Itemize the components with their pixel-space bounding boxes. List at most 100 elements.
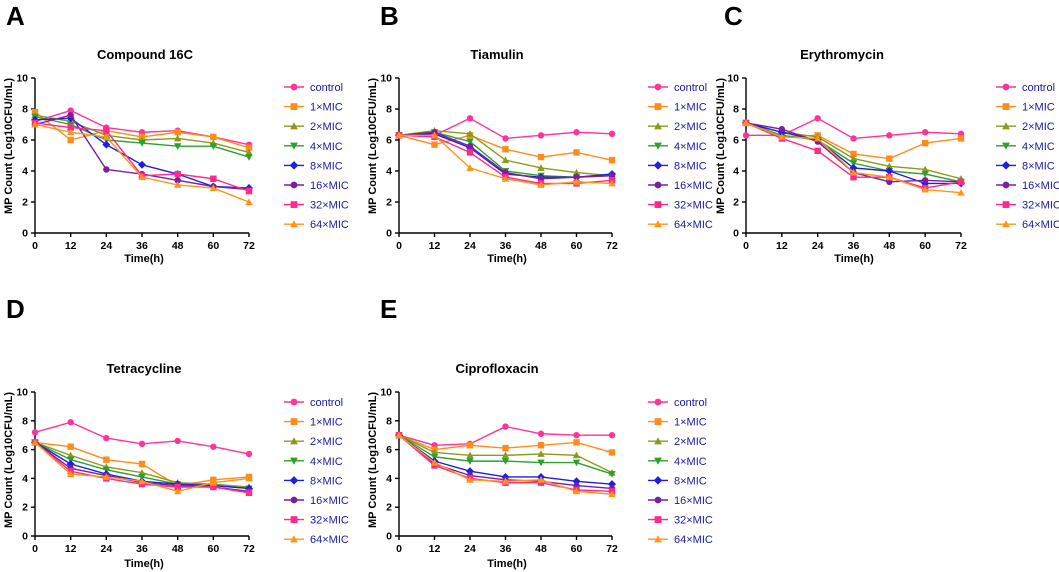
legend-label-d: 16×MIC — [310, 495, 349, 507]
data-point-a-7 — [173, 181, 182, 188]
legend-label-b: 1×MIC — [674, 102, 707, 114]
data-point-c-5 — [778, 125, 786, 133]
y-tick-label-b: 0 — [386, 228, 392, 240]
data-point-d-7 — [173, 487, 182, 495]
data-point-c-0 — [814, 115, 821, 122]
data-point-a-0 — [67, 107, 74, 114]
y-tick-label-a: 10 — [16, 73, 28, 85]
y-tick-label-e: 8 — [386, 415, 392, 427]
y-tick-label-a: 2 — [22, 197, 28, 209]
data-point-b-2 — [572, 168, 581, 176]
legend-marker-a — [290, 142, 298, 150]
data-point-b-7 — [572, 178, 581, 185]
x-axis-title-a: Time(h) — [124, 253, 164, 265]
data-point-b-7 — [395, 131, 403, 139]
legend-label-b: 32×MIC — [674, 200, 713, 212]
legend-marker-c — [1002, 83, 1010, 91]
legend-label-a: control — [310, 82, 343, 94]
y-axis-title-a: MP Count (Log10CFU/mL) — [3, 78, 15, 214]
y-tick-label-e: 4 — [386, 473, 392, 485]
data-point-a-7 — [209, 184, 218, 191]
x-tick-label-e: 0 — [396, 543, 402, 555]
chart-title-b: Tiamulin — [470, 47, 523, 62]
y-tick-label-d: 8 — [22, 415, 28, 427]
data-point-d-7 — [209, 479, 218, 486]
data-point-c-0 — [742, 132, 750, 139]
legend-label-e: control — [674, 397, 707, 409]
data-point-a-6 — [245, 187, 253, 195]
x-tick-label-c: 24 — [812, 240, 824, 252]
data-point-e-1 — [573, 439, 580, 446]
panel-b: B Tiamulin MP Count (Log10CFU/mL) Time(h… — [367, 1, 713, 265]
data-point-b-2 — [501, 156, 510, 164]
x-tick-label-a: 24 — [100, 240, 112, 252]
legend-label-d: 4×MIC — [310, 456, 343, 468]
legend-label-d: 1×MIC — [310, 417, 343, 429]
data-point-c-3 — [849, 160, 858, 167]
data-point-a-7 — [31, 120, 39, 128]
data-point-d-0 — [245, 450, 253, 458]
data-point-c-1 — [886, 155, 893, 162]
data-point-e-3 — [537, 459, 545, 467]
data-point-e-1 — [608, 449, 616, 456]
panel-c: C Erythromycin MP Count (Log10CFU/mL) Ti… — [715, 1, 1059, 265]
x-tick-label-c: 60 — [919, 240, 931, 252]
data-point-a-1 — [174, 129, 181, 136]
data-point-a-1 — [245, 144, 253, 151]
data-point-c-0 — [921, 129, 929, 136]
legend-marker-a — [290, 181, 298, 189]
y-tick-label-b: 8 — [386, 104, 392, 116]
x-tick-label-c: 48 — [883, 240, 895, 252]
legend-marker-a — [290, 220, 298, 228]
x-tick-label-c: 12 — [776, 240, 788, 252]
legend-marker-c — [1002, 103, 1010, 110]
y-axis-title-d: MP Count (Log10CFU/mL) — [3, 392, 15, 528]
legend-marker-d — [290, 516, 298, 523]
data-point-c-2 — [849, 154, 858, 162]
chart-title-d: Tetracycline — [107, 361, 182, 376]
y-axis-title-b: MP Count (Log10CFU/mL) — [367, 78, 379, 214]
data-point-b-7 — [608, 179, 616, 187]
data-point-c-7 — [957, 189, 965, 196]
legend-marker-d — [290, 437, 298, 445]
x-tick-label-b: 60 — [571, 240, 583, 252]
data-point-b-2 — [537, 164, 545, 171]
legend-label-e: 64×MIC — [674, 534, 713, 546]
legend-marker-e — [654, 535, 662, 543]
data-point-b-1 — [502, 146, 509, 153]
legend-label-a: 1×MIC — [310, 102, 343, 114]
data-point-a-3 — [173, 143, 182, 150]
y-tick-label-b: 6 — [386, 135, 392, 147]
y-axis-title-c: MP Count (Log10CFU/mL) — [715, 78, 727, 214]
x-tick-label-e: 36 — [500, 543, 512, 555]
data-point-e-0 — [502, 423, 509, 430]
data-point-b-1 — [537, 153, 545, 161]
legend-marker-b — [653, 161, 663, 170]
legend-label-b: 16×MIC — [674, 180, 713, 192]
data-point-a-6 — [174, 170, 181, 178]
data-point-a-5 — [67, 112, 74, 119]
x-tick-label-c: 0 — [743, 240, 749, 252]
data-point-e-3 — [501, 458, 510, 465]
data-point-d-6 — [174, 483, 181, 491]
data-point-e-7 — [537, 476, 545, 483]
x-tick-label-a: 12 — [65, 240, 77, 252]
legend-label-d: 32×MIC — [310, 515, 349, 527]
legend-label-e: 32×MIC — [674, 515, 713, 527]
x-tick-label-b: 36 — [500, 240, 512, 252]
data-point-e-2 — [430, 448, 439, 456]
data-point-c-2 — [921, 165, 929, 173]
x-tick-label-d: 36 — [136, 543, 148, 555]
x-tick-label-b: 72 — [606, 240, 618, 252]
data-point-d-7 — [102, 473, 111, 480]
panel-e: E Ciprofloxacin MP Count (Log10CFU/mL) T… — [367, 294, 713, 570]
x-tick-label-a: 36 — [136, 240, 148, 252]
legend-marker-b — [654, 181, 662, 189]
y-tick-label-a: 8 — [22, 104, 28, 116]
data-point-d-7 — [66, 470, 75, 478]
x-tick-label-c: 36 — [848, 240, 860, 252]
data-point-a-2 — [245, 148, 253, 156]
data-point-c-1 — [957, 135, 965, 142]
